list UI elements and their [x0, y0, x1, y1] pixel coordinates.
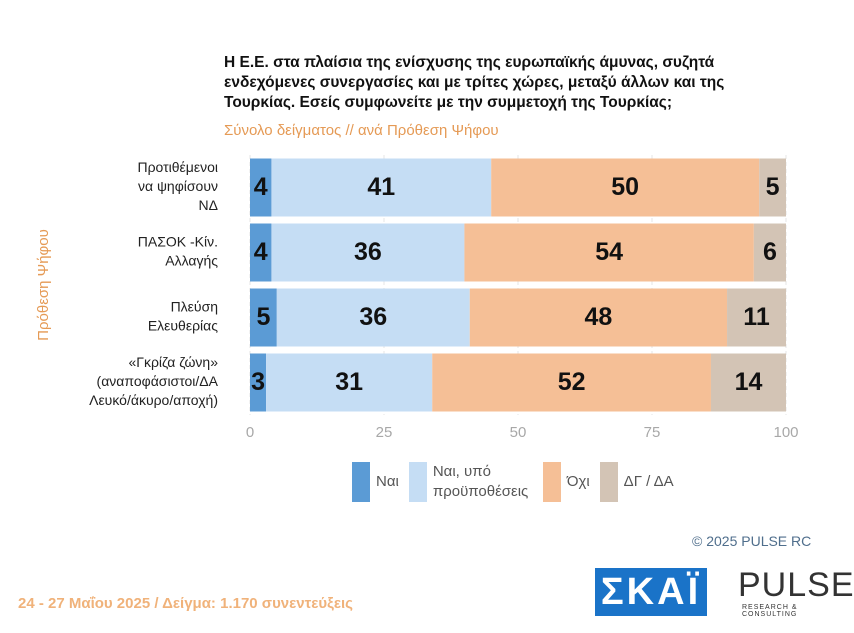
- data-label: 36: [354, 238, 382, 266]
- legend: Ναι Ναι, υπό προϋποθέσεις Όχι ΔΓ / ΔΑ: [352, 462, 674, 502]
- data-label: 4: [254, 238, 268, 266]
- bar-segment: [710, 353, 786, 412]
- legend-item: Ναι, υπό προϋποθέσεις: [408, 462, 533, 502]
- data-label: 41: [367, 173, 395, 201]
- legend-swatch: [542, 462, 561, 502]
- data-label: 48: [584, 303, 612, 331]
- data-label: 5: [256, 303, 270, 331]
- bar-segment: [464, 223, 754, 282]
- legend-item: Ναι: [352, 462, 399, 502]
- footer-note: 24 - 27 Μαΐου 2025 / Δείγμα: 1.170 συνεν…: [18, 595, 353, 612]
- y-tick-label: Λευκό/άκυρο/αποχή): [89, 392, 218, 408]
- y-tick-label: ΝΔ: [199, 197, 218, 213]
- data-label: 6: [763, 238, 777, 266]
- data-label: 5: [766, 173, 780, 201]
- data-label: 52: [558, 368, 586, 396]
- data-label: 14: [735, 368, 763, 396]
- legend-label: Όχι: [566, 473, 590, 490]
- logo-pulse: PULSE: [738, 566, 854, 604]
- bar-segment: [250, 223, 272, 282]
- logo-skai: ΣΚΑΪ: [595, 568, 707, 616]
- bar-segment: [759, 158, 786, 217]
- legend-label: Ναι: [376, 473, 399, 490]
- bar-segment: [276, 288, 470, 347]
- legend-swatch: [599, 462, 618, 502]
- bar-segment: [753, 223, 786, 282]
- data-label: 11: [743, 303, 770, 331]
- y-tick-label: να ψηφίσουν: [138, 178, 218, 194]
- x-tick-label: 0: [246, 424, 254, 441]
- bar-segment: [727, 288, 786, 347]
- y-tick-label: «Γκρίζα ζώνη»: [128, 354, 218, 370]
- data-label: 36: [359, 303, 387, 331]
- y-tick-label: Προτιθέμενοι: [137, 159, 218, 175]
- x-tick-label: 100: [773, 424, 798, 441]
- bar-segment: [250, 288, 277, 347]
- legend-label: Ναι, υπό προϋποθέσεις: [432, 463, 529, 500]
- data-label: 3: [251, 368, 265, 396]
- bar-segment: [271, 158, 492, 217]
- copyright: © 2025 PULSE RC: [692, 533, 812, 549]
- bar-segment: [491, 158, 760, 217]
- bar-segment: [271, 223, 465, 282]
- legend-item: ΔΓ / ΔΑ: [599, 462, 674, 502]
- x-tick-label: 75: [644, 424, 661, 441]
- data-label: 54: [595, 238, 623, 266]
- y-tick-label: ΠΑΣΟΚ -Κίν.: [138, 234, 218, 250]
- legend-label: ΔΓ / ΔΑ: [623, 473, 674, 490]
- chart-subtitle: Σύνολο δείγματος // ανά Πρόθεση Ψήφου: [224, 122, 499, 139]
- logo-pulse-sub: RESEARCH & CONSULTING: [742, 604, 798, 618]
- legend-swatch: [352, 462, 370, 502]
- y-tick-label: Πλεύση: [171, 299, 218, 315]
- data-label: 50: [611, 173, 639, 201]
- bar-segment: [432, 353, 711, 412]
- data-label: 31: [335, 368, 363, 396]
- chart-title: Η Ε.Ε. στα πλαίσια της ενίσχυσης της ευρ…: [224, 54, 725, 111]
- bar-segment: [266, 353, 433, 412]
- y-axis-label: Πρόθεση Ψήφου: [35, 229, 52, 341]
- y-tick-label: Ελευθερίας: [148, 318, 218, 334]
- legend-swatch: [408, 462, 427, 502]
- data-label: 4: [254, 173, 268, 201]
- legend-item: Όχι: [542, 462, 590, 502]
- bar-segment: [250, 353, 267, 412]
- y-tick-label: Αλλαγής: [165, 253, 218, 269]
- bar-segment: [469, 288, 728, 347]
- y-tick-label: (αναποφάσιστοι/ΔΑ: [97, 373, 219, 389]
- x-tick-label: 50: [510, 424, 527, 441]
- x-tick-label: 25: [376, 424, 393, 441]
- bar-segment: [250, 158, 272, 217]
